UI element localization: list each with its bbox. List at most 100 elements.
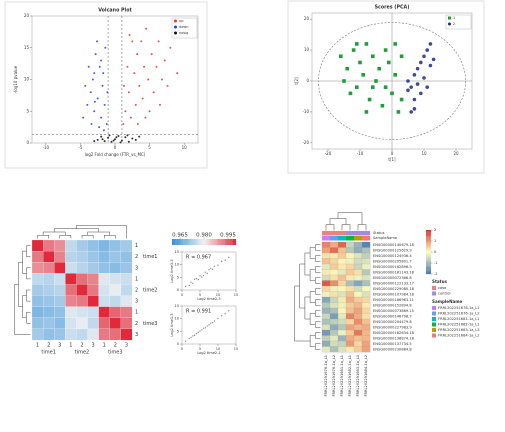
- point: [120, 139, 123, 142]
- point: [399, 97, 404, 102]
- heatmap-cell: [109, 273, 122, 285]
- colorbar-step: [200, 239, 203, 245]
- plot-frame: [181, 251, 237, 291]
- point: [100, 116, 103, 119]
- colorbar-step: [175, 239, 177, 245]
- legend-label: case: [438, 286, 447, 290]
- point: [107, 136, 110, 139]
- heatmap-cell: [353, 313, 363, 320]
- colorbar-step: [229, 239, 232, 245]
- heatmap-cell: [361, 313, 371, 320]
- colorbar-step: [426, 231, 431, 233]
- heatmap-cell: [43, 262, 55, 274]
- point: [100, 135, 103, 138]
- row-label: ENSG00000162896.5: [373, 265, 412, 269]
- heatmap-cell: [329, 280, 339, 287]
- heatmap-cell: [321, 241, 331, 248]
- heatmap-cell: [329, 340, 339, 347]
- colorbar-step: [212, 239, 214, 245]
- heatmap-cell: [337, 313, 347, 320]
- heatmap-cell: [361, 274, 371, 281]
- point: [204, 327, 207, 329]
- heatmap-cell: [329, 346, 339, 353]
- point: [374, 79, 378, 83]
- heatmap-cell: [337, 318, 347, 325]
- heatmap-cell: [98, 251, 110, 263]
- point: [155, 65, 158, 68]
- row-label: ENSG00000107984.18: [373, 292, 415, 296]
- heatmap-cell: [31, 317, 44, 330]
- annotation-bar: [322, 231, 331, 236]
- point: [141, 97, 144, 100]
- point: [115, 136, 118, 139]
- legend-swatch: [432, 317, 436, 321]
- heatmap-cell: [109, 251, 122, 263]
- heatmap-cell: [361, 318, 371, 325]
- point: [422, 76, 426, 80]
- point: [134, 103, 137, 106]
- point: [127, 91, 130, 94]
- heatmap-cell: [65, 295, 77, 307]
- point: [134, 138, 137, 141]
- point: [380, 103, 385, 108]
- heatmap-cell: [337, 340, 347, 347]
- y-tick-label: 10: [304, 47, 310, 52]
- y-tick-label: 5: [177, 329, 179, 333]
- row-label: ENSG00000122133.17: [373, 281, 414, 285]
- heatmap-cell: [337, 296, 347, 303]
- colorbar-step: [199, 239, 201, 245]
- colorbar-step: [426, 264, 431, 266]
- heatmap-cell: [345, 324, 355, 331]
- heatmap-cell: [353, 269, 363, 276]
- point: [399, 54, 404, 59]
- row-label: ENSG00000204479.8: [373, 320, 412, 324]
- heatmap-cell: [361, 258, 371, 265]
- colorbar-step: [213, 239, 216, 245]
- heatmap-cell: [87, 317, 99, 330]
- row-label: ENSG00000124936.4: [373, 254, 412, 258]
- heatmap-cell: [353, 241, 363, 248]
- point: [126, 134, 129, 137]
- heatmap-cell: [361, 241, 371, 248]
- colorbar-step: [228, 239, 230, 245]
- point: [428, 42, 433, 46]
- heatmap-cell: [54, 317, 66, 330]
- heatmap-cell: [337, 280, 347, 287]
- row-label: 3: [135, 332, 138, 338]
- colorbar-step: [426, 230, 431, 232]
- row-label: 2: [135, 254, 138, 260]
- colorbar-step: [426, 263, 431, 265]
- heatmap-cell: [65, 317, 77, 330]
- heatmap-cell: [353, 324, 363, 331]
- point: [102, 72, 105, 75]
- y-tick-label: 0: [306, 78, 309, 83]
- heatmap-cell: [337, 307, 347, 314]
- legend-label: control: [438, 292, 450, 296]
- point: [124, 136, 127, 139]
- heatmap-cell: [54, 239, 66, 252]
- colorbar-step: [210, 239, 213, 245]
- heatmap-cell: [98, 317, 110, 330]
- colorbar-step: [426, 239, 431, 242]
- legend-swatch: [432, 291, 436, 296]
- point: [84, 84, 87, 87]
- heatmap-cell: [321, 302, 331, 309]
- y-tick-label: 20: [24, 13, 30, 18]
- point: [390, 91, 394, 96]
- column-label: FRRL202251683-1a_L3: [356, 355, 360, 397]
- x-axis-label: log2 Fold change (FTR_vs_MC): [85, 152, 146, 157]
- heatmap-cell: [329, 313, 339, 320]
- annotation-bar: [362, 231, 371, 236]
- point: [150, 53, 153, 56]
- heatmap-cell: [329, 252, 339, 259]
- point: [87, 65, 90, 68]
- legend-label: FRRL202251682-1a_L1: [438, 323, 480, 327]
- heatmap-cell: [76, 284, 88, 296]
- point: [148, 110, 151, 113]
- heatmap-cell: [76, 262, 88, 274]
- y-axis-label: -log10 pvalue: [13, 65, 18, 93]
- colorbar-step: [426, 266, 431, 268]
- point: [100, 59, 103, 62]
- colorbar-step: [204, 239, 206, 245]
- legend-box: [445, 14, 472, 30]
